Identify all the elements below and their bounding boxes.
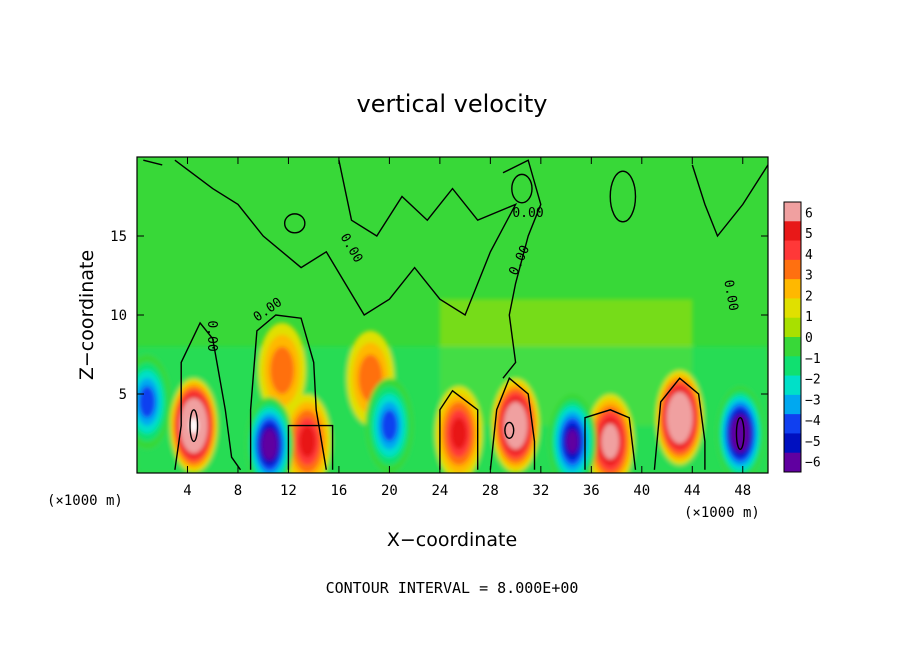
colorbar-segment-4 xyxy=(784,279,801,299)
updraft-3-level-5 xyxy=(299,425,316,458)
colorbar-segment-12 xyxy=(784,433,801,454)
colorbar-segment-5 xyxy=(784,298,801,319)
contour-cell-5 xyxy=(489,377,536,470)
contour-blob-2 xyxy=(511,173,533,204)
downdraft-1-level-8 xyxy=(264,434,275,456)
contour-interval-footer: CONTOUR INTERVAL = 8.000E+00 xyxy=(326,579,579,597)
x-tick-label: 48 xyxy=(734,483,751,499)
contour-label-1: 0.00 xyxy=(512,206,543,221)
x-tick-label: 44 xyxy=(684,483,701,499)
contour-core-2 xyxy=(504,421,515,439)
y-tick-label: 15 xyxy=(110,229,127,245)
colorbar: 6 5 4 3 2 1 0 −1 −2 −3 −4 −5 −6 xyxy=(783,201,821,473)
colorbar-label: 4 xyxy=(805,248,813,263)
zero-contours xyxy=(143,159,768,471)
updraft-0-level-11 xyxy=(189,417,198,434)
contour-blob-3 xyxy=(283,213,306,234)
contour-cell-4 xyxy=(439,389,479,470)
colorbar-label: 0 xyxy=(805,331,813,346)
updraft-1-level-3 xyxy=(270,346,295,394)
contour-cell-2 xyxy=(249,314,327,470)
downdraft-3-level-7 xyxy=(566,429,579,454)
colorbar-label: −3 xyxy=(805,393,821,408)
updraft-4-level-5 xyxy=(450,417,467,450)
downdraft-0-level-5 xyxy=(139,386,156,418)
contour-label-6: 0.00 xyxy=(204,320,219,351)
contour-upper-right xyxy=(691,164,768,238)
y-axis: 5 10 15 xyxy=(110,229,768,403)
x-unit-left: (×1000 m) xyxy=(47,493,123,509)
colorbar-segment-8 xyxy=(784,356,801,376)
x-tick-label: 36 xyxy=(583,483,600,499)
x-tick-label: 8 xyxy=(234,483,242,499)
downdraft-2-level-5 xyxy=(381,409,398,442)
x-tick-label: 40 xyxy=(633,483,650,499)
contour-label-5: 0.00 xyxy=(720,279,740,312)
colorbar-segment-13 xyxy=(784,452,801,473)
colorbar-segment-9 xyxy=(784,375,801,396)
x-tick-label: 28 xyxy=(482,483,499,499)
colorbar-segment-1 xyxy=(784,221,801,241)
colorbar-label: −4 xyxy=(805,414,821,429)
colorbar-label: 6 xyxy=(805,206,813,221)
colorbar-label: 3 xyxy=(805,269,813,284)
colorbar-label: 1 xyxy=(805,310,813,325)
x-tick-label: 20 xyxy=(381,483,398,499)
contour-cell-6 xyxy=(584,409,637,470)
colorbar-label: −1 xyxy=(805,352,821,367)
velocity-field xyxy=(137,299,768,473)
contour-core-3 xyxy=(735,417,745,451)
colorbar-segment-10 xyxy=(784,394,801,415)
y-tick-label: 10 xyxy=(110,308,127,324)
colorbar-segment-2 xyxy=(784,240,801,261)
colorbar-segment-11 xyxy=(784,414,801,434)
colorbar-frame xyxy=(783,201,802,473)
contour-mid-1 xyxy=(502,159,542,379)
contour-blob-1 xyxy=(609,170,637,223)
plot-area xyxy=(137,157,768,473)
y-axis-label: Z−coordinate xyxy=(76,250,98,380)
x-unit-right: (×1000 m) xyxy=(684,505,760,521)
colorbar-label: −6 xyxy=(805,456,821,471)
chart-title: vertical velocity xyxy=(357,90,548,118)
x-tick-label: 24 xyxy=(431,483,448,499)
colorbar-segment-3 xyxy=(784,259,801,280)
colorbar-segment-6 xyxy=(784,317,801,338)
contour-top-left xyxy=(143,159,163,166)
downdraft-4-level-9 xyxy=(735,424,746,443)
colorbar-label: 2 xyxy=(805,289,813,304)
colorbar-label: −5 xyxy=(805,435,821,450)
x-axis-label: X−coordinate xyxy=(387,529,517,551)
x-tick-label: 32 xyxy=(532,483,549,499)
x-tick-label: 12 xyxy=(280,483,297,499)
x-tick-label: 4 xyxy=(183,483,191,499)
contour-cell-1 xyxy=(174,321,242,471)
colorbar-segment-0 xyxy=(784,202,801,222)
colorbar-label: 5 xyxy=(805,227,813,242)
contour-upper-band xyxy=(174,159,518,317)
x-axis: 4 8 12 16 20 24 28 32 36 40 44 48 xyxy=(183,157,751,499)
updraft-7-level-10 xyxy=(675,409,685,427)
contour-cell-3 xyxy=(287,424,334,470)
updraft-6-level-7 xyxy=(604,429,617,454)
colorbar-segment-7 xyxy=(784,337,801,357)
contour-core-1 xyxy=(189,409,199,443)
contour-cell-7 xyxy=(653,377,706,470)
colorbar-label: −2 xyxy=(805,373,821,388)
y-tick-label: 5 xyxy=(119,387,127,403)
x-tick-label: 16 xyxy=(330,483,347,499)
